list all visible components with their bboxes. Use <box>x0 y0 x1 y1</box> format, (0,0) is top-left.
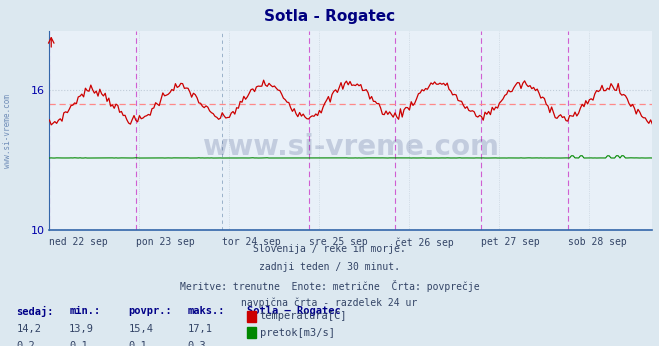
Text: min.:: min.: <box>69 306 100 316</box>
Text: www.si-vreme.com: www.si-vreme.com <box>3 94 13 169</box>
Text: zadnji teden / 30 minut.: zadnji teden / 30 minut. <box>259 262 400 272</box>
Text: čet 26 sep: čet 26 sep <box>395 237 454 247</box>
Text: 17,1: 17,1 <box>188 324 213 334</box>
Text: pon 23 sep: pon 23 sep <box>136 237 194 247</box>
Text: 14,2: 14,2 <box>16 324 42 334</box>
Text: 0,3: 0,3 <box>188 341 206 346</box>
Text: Meritve: trenutne  Enote: metrične  Črta: povprečje: Meritve: trenutne Enote: metrične Črta: … <box>180 280 479 292</box>
Text: 0,2: 0,2 <box>16 341 35 346</box>
Text: Sotla – Rogatec: Sotla – Rogatec <box>247 306 341 316</box>
Text: sre 25 sep: sre 25 sep <box>308 237 367 247</box>
Text: tor 24 sep: tor 24 sep <box>222 237 281 247</box>
Text: pretok[m3/s]: pretok[m3/s] <box>260 328 335 338</box>
Text: sob 28 sep: sob 28 sep <box>568 237 627 247</box>
Text: povpr.:: povpr.: <box>129 306 172 316</box>
Text: 0,1: 0,1 <box>129 341 147 346</box>
Text: sedaj:: sedaj: <box>16 306 54 317</box>
Text: maks.:: maks.: <box>188 306 225 316</box>
Text: Slovenija / reke in morje.: Slovenija / reke in morje. <box>253 244 406 254</box>
Text: pet 27 sep: pet 27 sep <box>482 237 540 247</box>
Text: 0,1: 0,1 <box>69 341 88 346</box>
Text: temperatura[C]: temperatura[C] <box>260 311 347 321</box>
Text: www.si-vreme.com: www.si-vreme.com <box>202 133 500 161</box>
Text: Sotla - Rogatec: Sotla - Rogatec <box>264 9 395 24</box>
Text: 15,4: 15,4 <box>129 324 154 334</box>
Text: navpična črta - razdelek 24 ur: navpična črta - razdelek 24 ur <box>241 298 418 308</box>
Text: 13,9: 13,9 <box>69 324 94 334</box>
Text: ned 22 sep: ned 22 sep <box>49 237 108 247</box>
